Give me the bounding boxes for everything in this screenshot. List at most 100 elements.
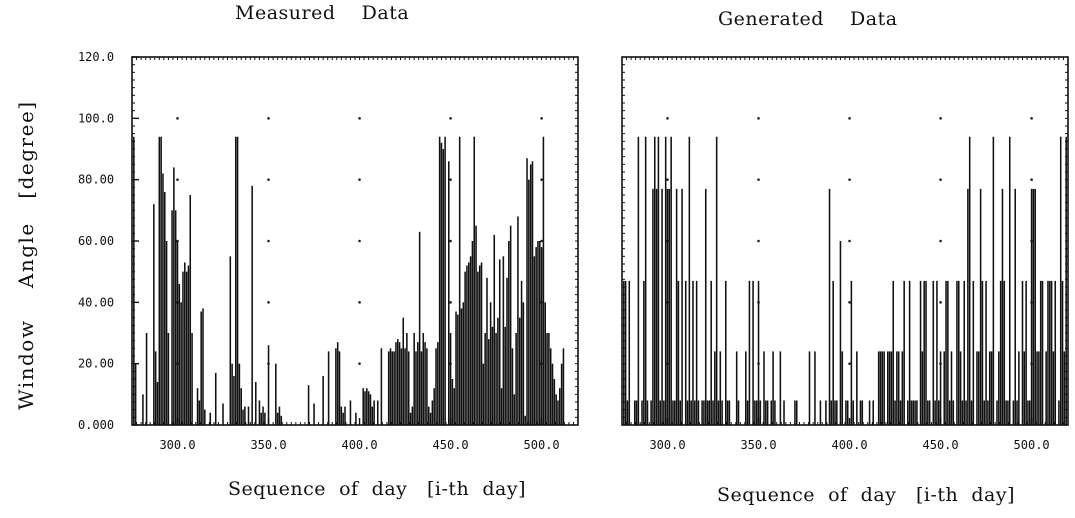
right-bar: [883, 351, 885, 425]
right-bar: [888, 351, 891, 425]
right-bar: [983, 400, 986, 425]
left-bar: [413, 333, 415, 425]
right-bar: [659, 400, 662, 425]
left-x-tick-label: 400.0: [341, 438, 377, 452]
right-bar: [976, 351, 978, 425]
right-bar: [852, 400, 854, 425]
right-grid-dot: [1030, 178, 1033, 181]
left-bar: [531, 161, 534, 425]
right-x-tick-label: 400.0: [831, 438, 867, 452]
right-bar: [970, 400, 973, 425]
right-bar: [1030, 188, 1033, 425]
left-bar: [258, 400, 261, 425]
right-bar: [735, 351, 738, 425]
right-bar: [697, 400, 700, 425]
right-bar: [624, 280, 627, 425]
right-bar: [967, 188, 969, 425]
left-bar: [524, 415, 526, 425]
left-bar: [553, 379, 556, 425]
left-bar: [502, 256, 505, 425]
right-bar: [772, 351, 774, 425]
right-bar: [897, 351, 900, 425]
right-bar: [650, 400, 652, 425]
left-bar: [518, 317, 521, 425]
left-bar: [180, 302, 182, 425]
left-bar: [176, 241, 179, 425]
right-bar: [668, 188, 671, 425]
left-bar: [471, 241, 474, 425]
left-bar: [280, 415, 283, 425]
left-bar: [415, 351, 417, 425]
right-bar: [841, 351, 844, 425]
right-bar: [1041, 280, 1044, 425]
left-bar: [447, 161, 450, 425]
right-bar: [795, 400, 798, 425]
right-bar: [923, 280, 925, 425]
right-bar: [1054, 280, 1057, 425]
right-bar: [774, 400, 776, 425]
right-bar: [899, 400, 902, 425]
left-y-tick-label: 100.0: [78, 111, 114, 125]
left-grid-dot: [540, 117, 543, 120]
right-bar: [643, 280, 645, 425]
left-bar: [133, 136, 135, 425]
right-bar: [958, 280, 960, 425]
right-bar: [677, 280, 680, 425]
right-bar: [868, 400, 871, 425]
right-x-tick-label: 300.0: [649, 438, 685, 452]
right-grid-dot: [666, 178, 669, 181]
left-grid-dot: [267, 239, 270, 243]
right-grid-dot: [848, 362, 851, 365]
right-bar: [934, 400, 936, 425]
right-bar: [979, 188, 982, 425]
right-chart-title: Generated Data: [718, 8, 898, 30]
left-bar: [278, 406, 281, 425]
right-bar: [748, 280, 751, 425]
right-bar: [879, 351, 882, 425]
left-bar: [560, 363, 563, 425]
right-bar: [726, 400, 729, 425]
right-bar: [1063, 351, 1066, 425]
right-grid-dot: [757, 178, 760, 181]
left-bar: [344, 406, 346, 425]
right-bar: [1058, 400, 1060, 425]
left-bar: [367, 391, 370, 425]
right-bar: [623, 280, 625, 425]
left-bar: [229, 256, 232, 425]
left-bar: [238, 363, 241, 425]
left-bar: [444, 136, 446, 425]
right-bar: [908, 280, 911, 425]
right-bar: [972, 280, 975, 425]
right-bar: [937, 400, 940, 425]
left-bar: [366, 388, 368, 425]
left-bar: [480, 262, 483, 425]
left-bar: [362, 388, 364, 425]
right-bar: [921, 351, 924, 425]
right-bar: [664, 136, 667, 425]
right-bar: [708, 400, 711, 425]
left-bar: [153, 204, 155, 425]
left-grid-dot: [176, 117, 179, 120]
left-bar: [307, 385, 310, 425]
left-bar: [504, 326, 506, 425]
right-bar: [836, 400, 838, 425]
left-bar: [364, 391, 366, 425]
right-bar: [925, 280, 927, 425]
left-grid-dot: [267, 301, 270, 304]
left-y-tick-label: 120.0: [78, 50, 114, 64]
right-bar: [887, 351, 889, 425]
right-grid-dot: [939, 117, 942, 120]
right-bar: [952, 400, 955, 425]
left-bar: [404, 348, 406, 425]
right-bar: [996, 400, 998, 425]
left-bar: [495, 333, 497, 425]
right-bar: [1021, 280, 1024, 425]
left-bar: [242, 409, 244, 425]
right-grid-dot: [848, 239, 851, 243]
left-bar: [214, 372, 217, 425]
right-bar: [653, 136, 656, 425]
left-grid-dot: [358, 301, 361, 304]
right-bar: [754, 400, 756, 425]
left-bar: [145, 333, 148, 425]
